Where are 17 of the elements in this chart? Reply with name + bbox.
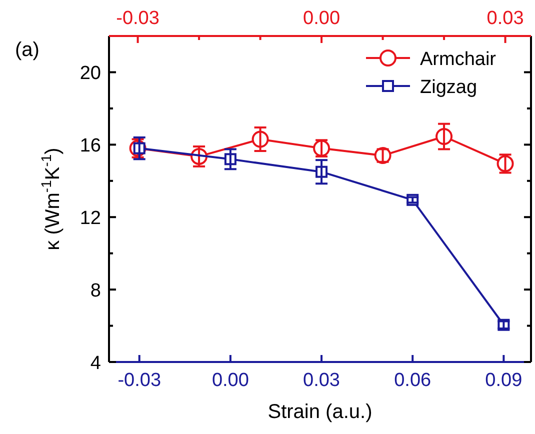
x-axis-title: Strain (a.u.) <box>268 401 372 423</box>
y-tick-label: 20 <box>80 63 101 84</box>
x-tick-label: 0.00 <box>212 370 249 391</box>
legend-label: Armchair <box>420 49 497 70</box>
y-tick-label: 4 <box>90 353 102 374</box>
y-tick-label: 16 <box>80 136 101 157</box>
legend-label: Zigzag <box>420 77 478 98</box>
x-tick-label: 0.09 <box>485 370 522 391</box>
x-tick-label: 0.03 <box>303 370 340 391</box>
x-tick-label: 0.06 <box>394 370 432 391</box>
x-tick-label: -0.03 <box>118 370 162 391</box>
x2-tick-label: 0.03 <box>486 8 524 29</box>
x2-tick-label: 0.00 <box>303 8 340 29</box>
y-tick-label: 8 <box>90 280 101 302</box>
text: (a) <box>15 39 40 61</box>
x2-tick-label: -0.03 <box>116 8 160 29</box>
y-tick-label: 12 <box>80 208 101 230</box>
